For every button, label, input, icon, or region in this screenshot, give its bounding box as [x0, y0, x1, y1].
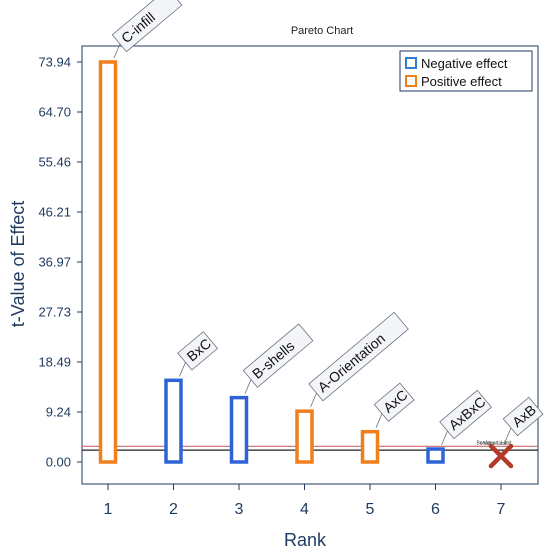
legend-swatch [405, 57, 417, 69]
y-tick-label: 0.00 [46, 455, 71, 470]
legend: Negative effect Positive effect [399, 50, 533, 92]
bar-label-leader [441, 430, 448, 446]
y-axis-label: t-Value of Effect [8, 201, 28, 327]
x-axis-label: Rank [284, 530, 327, 550]
legend-swatch [405, 75, 417, 87]
x-tick-label: 3 [235, 501, 244, 518]
x-tick-label: 7 [497, 501, 506, 518]
y-tick-label: 64.70 [38, 104, 71, 119]
plot-frame [81, 45, 539, 485]
bar-label-box [242, 323, 314, 388]
bar-label-box [439, 389, 493, 440]
y-tick-label: 27.73 [38, 304, 71, 319]
y-axis-ticks: 73.94 64.70 55.46 46.21 36.97 27.73 18.49 9.24 0… [38, 55, 82, 470]
bar-label: B-shells [242, 323, 314, 388]
bar-label-leader [179, 362, 186, 377]
bar-label-box [111, 0, 183, 53]
bar-label-leader [375, 413, 383, 428]
y-tick-label: 18.49 [38, 354, 71, 369]
bar-label-leader [113, 43, 121, 59]
x-tick-label: 2 [169, 501, 178, 518]
bar-label: C-infill [111, 0, 183, 53]
x-tick-label: 4 [300, 501, 309, 518]
bar [98, 60, 118, 464]
x-axis-ticks: 1 2 3 4 5 6 7 [104, 484, 506, 518]
excluded-marker [488, 443, 514, 469]
legend-label: Positive effect [421, 74, 502, 89]
bar [426, 447, 445, 464]
bar-label-leader [244, 379, 252, 394]
bar-label-leader [310, 392, 317, 408]
y-tick-label: 9.24 [46, 405, 71, 420]
y-tick-label: 36.97 [38, 255, 71, 270]
x-tick-label: 5 [366, 501, 375, 518]
bars [98, 60, 514, 469]
y-tick-label: 55.46 [38, 154, 71, 169]
bar-label-box [308, 311, 409, 402]
bar-label-box [373, 382, 415, 422]
y-tick-label: 73.94 [38, 55, 71, 70]
bar-label: AxC [373, 382, 415, 422]
bar-label-text: A-Orientation [315, 330, 388, 395]
bar-label-leader [504, 427, 512, 443]
legend-label: Negative effect [421, 56, 508, 71]
bar-label: BxC [177, 331, 219, 371]
bar-label-box [502, 396, 544, 437]
x-tick-label: 1 [104, 501, 113, 518]
limit-label: Bonferroni Limit [476, 440, 512, 446]
bar [295, 409, 314, 464]
bar [164, 378, 183, 464]
bar-label: A-Orientation [308, 311, 409, 402]
y-tick-label: 46.21 [38, 205, 71, 220]
bar [360, 429, 380, 464]
legend-box [399, 50, 533, 92]
bar-label: AxB [502, 396, 544, 437]
bar [229, 395, 249, 464]
x-tick-label: 6 [431, 501, 440, 518]
limit-label: t-Value Limit [480, 441, 508, 447]
chart-title: Pareto Chart [291, 25, 353, 37]
bar-label-box [177, 331, 219, 371]
